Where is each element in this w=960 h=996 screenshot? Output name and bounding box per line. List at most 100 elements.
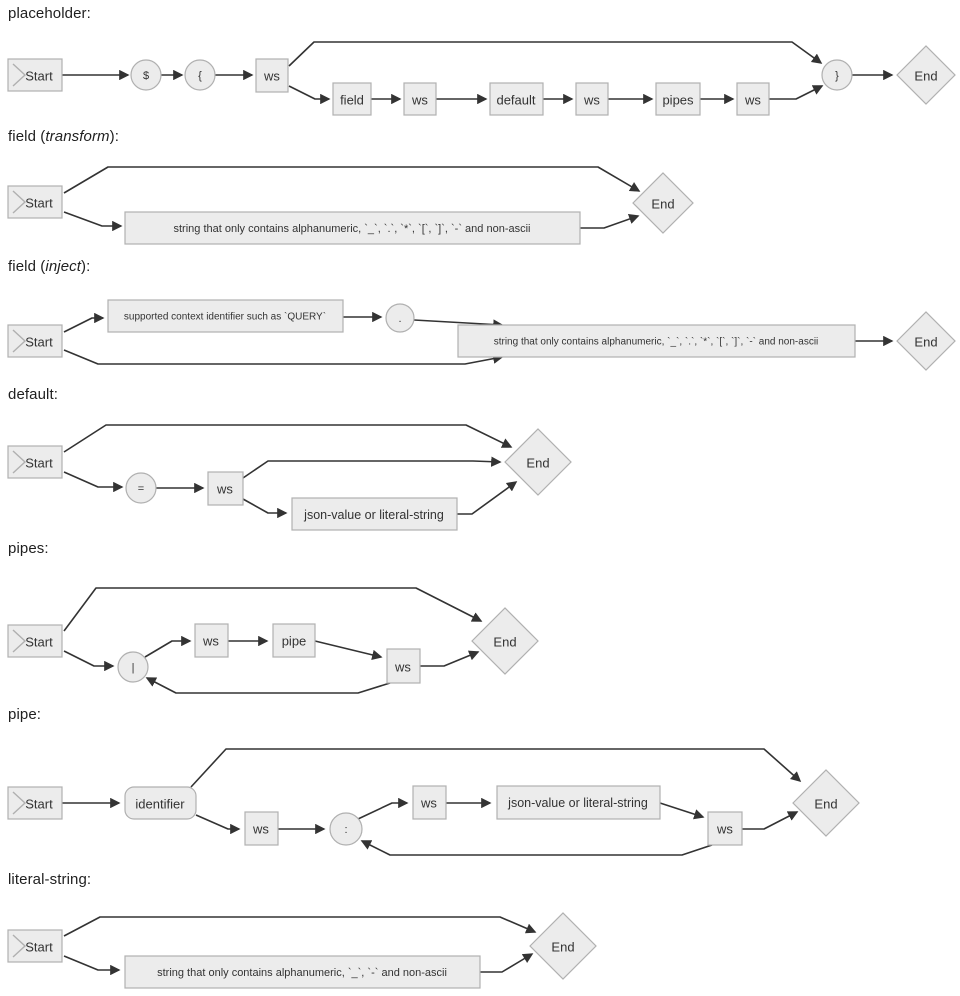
node-pipes: pipes (655, 82, 701, 116)
start-label: Start (25, 797, 53, 812)
terminal-dollar-label: $ (143, 70, 149, 82)
end-node: End (504, 428, 572, 496)
terminal-rbrace-label: } (835, 70, 839, 82)
node-json-value-label: json-value or literal-string (507, 796, 648, 810)
start-node: Start (7, 445, 63, 479)
end-node: End (471, 607, 539, 675)
terminal-colon: : (329, 812, 363, 846)
node-string-charset: string that only contains alphanumeric, … (124, 211, 581, 245)
start-node: Start (7, 324, 63, 358)
section-title-field-inject: field (inject): (8, 258, 90, 275)
node-identifier: identifier (124, 786, 197, 820)
node-ws-label: ws (411, 93, 428, 108)
node-ws: ws (386, 648, 421, 684)
start-node: Start (7, 624, 63, 658)
title-text: ): (81, 258, 91, 275)
node-context-identifier-label: supported context identifier such as `QU… (124, 311, 326, 323)
node-ws: ws (412, 785, 447, 820)
node-field-label: field (340, 93, 364, 108)
node-ws-label: ws (420, 796, 437, 811)
node-ws-label: ws (744, 93, 761, 108)
terminal-dollar: $ (130, 59, 162, 91)
diagram-field-transform: Start string that only contains alphanum… (7, 166, 694, 245)
terminal-colon-label: : (344, 824, 347, 836)
diagram-field-inject: Start supported context identifier such … (7, 299, 956, 371)
end-node: End (896, 45, 956, 105)
title-text: field ( (8, 258, 46, 275)
node-ws: ws (244, 811, 279, 846)
node-ws: ws (207, 471, 244, 506)
diagram-field-transform-edges (63, 166, 641, 232)
start-node: Start (7, 185, 63, 219)
end-label: End (493, 635, 516, 650)
title-text: pipe: (8, 706, 42, 723)
node-json-value-label: json-value or literal-string (303, 508, 444, 522)
terminal-equals-label: = (138, 483, 144, 495)
diagram-placeholder: Start $ { ws field ws default ws (7, 41, 956, 116)
node-ws-label: ws (583, 93, 600, 108)
start-label: Start (25, 456, 53, 471)
end-label: End (914, 335, 937, 350)
end-label: End (651, 197, 674, 212)
start-label: Start (25, 940, 53, 955)
terminal-rbrace: } (821, 59, 853, 91)
terminal-dot-label: . (398, 313, 401, 325)
diagram-default: Start = ws json-value or literal-string … (7, 424, 572, 531)
start-label: Start (25, 196, 53, 211)
node-ws: ws (255, 58, 289, 93)
node-default-label: default (496, 93, 535, 108)
start-node: Start (7, 786, 63, 820)
terminal-equals: = (125, 472, 157, 504)
start-label: Start (25, 635, 53, 650)
terminal-lbrace: { (184, 59, 216, 91)
node-json-value: json-value or literal-string (496, 785, 661, 820)
diagram-pipes: Start | ws pipe ws End (7, 587, 539, 694)
node-context-identifier: supported context identifier such as `QU… (107, 299, 344, 333)
node-ws-label: ws (716, 822, 733, 837)
title-text: ): (109, 128, 120, 145)
node-json-value: json-value or literal-string (291, 497, 458, 531)
end-node: End (632, 172, 694, 234)
start-node: Start (7, 58, 63, 92)
node-ws-label: ws (263, 69, 280, 84)
node-ws: ws (736, 82, 770, 116)
node-ws-label: ws (252, 822, 269, 837)
title-italic: inject (45, 258, 82, 275)
title-text: field ( (8, 128, 46, 145)
end-label: End (526, 456, 549, 471)
diagram-field-inject-edges (63, 311, 894, 365)
node-ws: ws (194, 623, 229, 658)
node-ws-label: ws (216, 482, 233, 497)
node-ws-label: ws (202, 634, 219, 649)
diagram-pipes-edges (63, 587, 483, 694)
node-identifier-label: identifier (135, 797, 185, 812)
end-label: End (814, 797, 837, 812)
start-label: Start (25, 335, 53, 350)
node-pipes-label: pipes (662, 93, 694, 108)
diagram-literal-string-edges (63, 916, 537, 976)
start-node: Start (7, 929, 63, 963)
node-ws: ws (575, 82, 609, 116)
node-string-charset-label: string that only contains alphanumeric, … (173, 223, 530, 235)
section-title-field-transform: field (transform): (8, 128, 119, 145)
node-field: field (332, 82, 372, 116)
section-title-placeholder: placeholder: (8, 5, 91, 22)
terminal-lbrace-label: { (198, 70, 202, 82)
node-pipe: pipe (272, 623, 316, 658)
node-pipe-label: pipe (282, 634, 307, 649)
section-title-default: default: (8, 386, 58, 403)
node-ws: ws (707, 811, 743, 846)
diagram-default-edges (63, 424, 518, 519)
section-title-literal-string: literal-string: (8, 871, 91, 888)
diagram-pipe-edges (62, 748, 802, 856)
node-string-charset: string that only contains alphanumeric, … (124, 955, 481, 989)
terminal-bar: | (117, 651, 149, 683)
terminal-bar-label: | (132, 662, 135, 674)
title-text: literal-string: (8, 871, 92, 888)
end-node: End (896, 311, 956, 371)
node-ws: ws (403, 82, 437, 116)
diagram-placeholder-edges (62, 41, 894, 105)
node-string-charset: string that only contains alphanumeric, … (457, 324, 856, 358)
node-string-charset-label: string that only contains alphanumeric, … (157, 967, 447, 979)
